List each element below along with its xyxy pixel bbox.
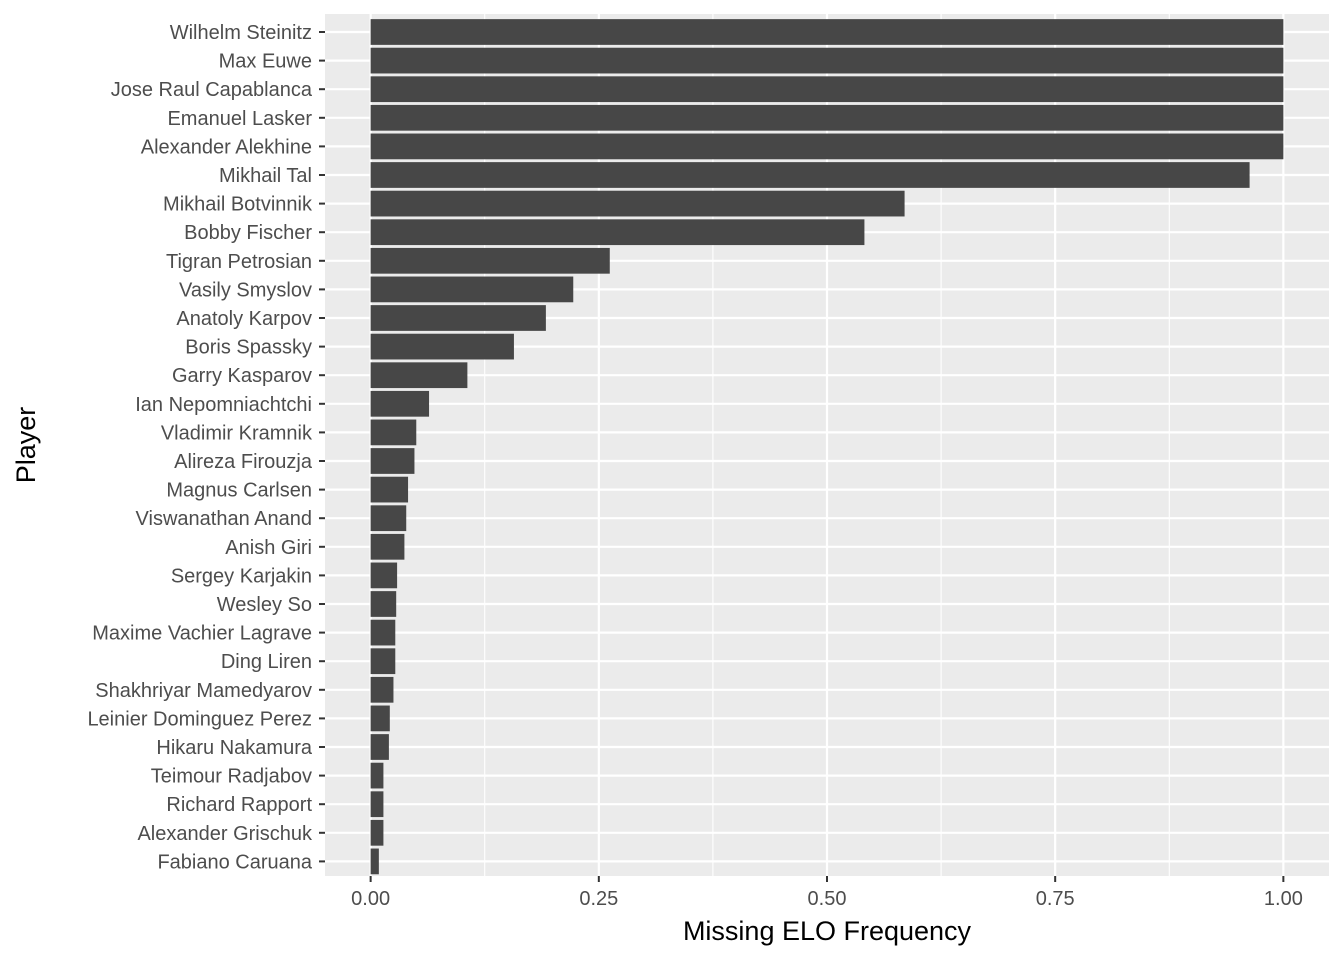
bar bbox=[370, 76, 1284, 103]
x-tick-label: 0.75 bbox=[1036, 888, 1075, 910]
x-tick-label: 0.00 bbox=[351, 888, 390, 910]
bar bbox=[370, 705, 390, 732]
x-axis: 0.00 0.25 0.50 0.75 1.00 bbox=[351, 876, 1303, 910]
y-tick-label: Fabiano Caruana bbox=[157, 851, 312, 873]
y-tick-label: Ian Nepomniachtchi bbox=[135, 394, 312, 416]
y-tick-label: Bobby Fischer bbox=[184, 222, 312, 244]
bar bbox=[370, 362, 468, 389]
y-tick-label: Wilhelm Steinitz bbox=[170, 22, 312, 44]
x-tick-label: 1.00 bbox=[1264, 888, 1303, 910]
bar bbox=[370, 390, 430, 417]
y-tick-label: Alexander Grischuk bbox=[137, 823, 313, 845]
bar bbox=[370, 247, 610, 274]
bar bbox=[370, 219, 865, 246]
y-tick-label: Jose Raul Capablanca bbox=[111, 79, 313, 101]
y-tick-label: Garry Kasparov bbox=[172, 365, 312, 387]
bar bbox=[370, 734, 389, 760]
y-tick-label: Teimour Radjabov bbox=[151, 766, 312, 788]
bar bbox=[370, 533, 405, 560]
y-tick-label: Ding Liren bbox=[221, 651, 312, 673]
y-tick-label: Viswanathan Anand bbox=[136, 508, 312, 530]
bar bbox=[370, 47, 1284, 74]
bar bbox=[370, 190, 905, 217]
y-tick-label: Tigran Petrosian bbox=[166, 251, 312, 273]
x-axis-title: Missing ELO Frequency bbox=[683, 916, 972, 946]
y-tick-label: Shakhriyar Mamedyarov bbox=[95, 680, 312, 702]
y-tick-label: Alireza Firouzja bbox=[174, 451, 313, 473]
bar bbox=[370, 648, 396, 675]
bar bbox=[370, 305, 546, 331]
bars bbox=[370, 19, 1284, 875]
y-tick-label: Anatoly Karpov bbox=[176, 308, 312, 330]
bar bbox=[370, 104, 1284, 131]
y-tick-label: Maxime Vachier Lagrave bbox=[92, 623, 312, 645]
bar bbox=[370, 819, 384, 846]
bar bbox=[370, 162, 1250, 188]
bar bbox=[370, 848, 379, 875]
y-tick-label: Magnus Carlsen bbox=[166, 480, 312, 502]
y-tick-label: Hikaru Nakamura bbox=[156, 737, 312, 759]
bar bbox=[370, 19, 1284, 45]
y-tick-label: Boris Spassky bbox=[185, 337, 312, 359]
y-axis-title: Player bbox=[11, 407, 41, 484]
bar bbox=[370, 591, 397, 617]
y-axis: Wilhelm Steinitz Max Euwe Jose Raul Capabl… bbox=[87, 22, 325, 873]
bar bbox=[370, 505, 407, 532]
y-tick-label: Vladimir Kramnik bbox=[161, 422, 313, 444]
bar bbox=[370, 619, 396, 646]
bar bbox=[370, 791, 384, 818]
y-tick-label: Vasily Smyslov bbox=[179, 279, 312, 301]
y-tick-label: Max Euwe bbox=[219, 51, 312, 73]
bar bbox=[370, 762, 384, 789]
x-tick-label: 0.25 bbox=[579, 888, 618, 910]
bar bbox=[370, 562, 398, 589]
y-tick-label: Alexander Alekhine bbox=[141, 136, 312, 158]
bar bbox=[370, 333, 514, 360]
bar bbox=[370, 476, 409, 503]
x-tick-label: 0.50 bbox=[808, 888, 847, 910]
y-tick-label: Emanuel Lasker bbox=[167, 108, 312, 130]
y-tick-label: Mikhail Botvinnik bbox=[163, 194, 313, 216]
bar bbox=[370, 419, 417, 446]
y-tick-label: Leinier Dominguez Perez bbox=[87, 708, 312, 730]
y-tick-label: Anish Giri bbox=[225, 537, 312, 559]
bar bbox=[370, 448, 415, 474]
y-tick-label: Wesley So bbox=[217, 594, 312, 616]
y-tick-label: Richard Rapport bbox=[166, 794, 312, 816]
bar bbox=[370, 276, 574, 303]
bar bbox=[370, 133, 1284, 160]
y-tick-label: Sergey Karjakin bbox=[171, 565, 312, 587]
bar bbox=[370, 676, 394, 703]
y-tick-label: Mikhail Tal bbox=[219, 165, 312, 187]
